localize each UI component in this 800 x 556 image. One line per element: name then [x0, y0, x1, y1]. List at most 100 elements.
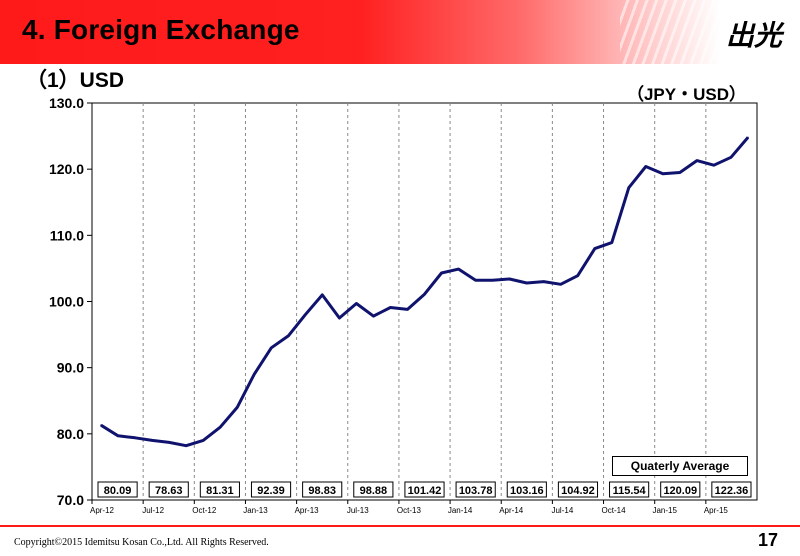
series-point	[151, 439, 153, 442]
series-point	[236, 406, 239, 409]
series-point	[491, 279, 494, 282]
series-point	[559, 283, 562, 286]
unit-label: （JPY・USD）	[626, 85, 746, 104]
quarterly-average-boxes: 80.09 78.63 81.31 92.39 98.83 98.88 101.42 103.…	[97, 481, 752, 498]
series-point	[304, 313, 307, 316]
x-tick-label: Jan-14	[448, 506, 473, 515]
page-title: 4. Foreign Exchange	[22, 14, 300, 45]
quarterly-average-box	[455, 481, 496, 498]
series-point	[134, 437, 136, 439]
series-point	[730, 156, 732, 159]
quarterly-average-value: 92.39	[257, 485, 285, 497]
y-tick-label: 70.0	[57, 492, 84, 508]
series-point	[542, 280, 545, 283]
series-point	[593, 247, 596, 250]
quarterly-average-value: 98.83	[308, 485, 336, 497]
quarterly-average-box	[353, 481, 394, 498]
series-point	[253, 373, 256, 376]
x-tick-label: Apr-14	[499, 506, 524, 515]
page-number: 17	[757, 530, 778, 550]
quarterly-average-box	[250, 481, 292, 498]
quarterly-average-value: 80.09	[104, 485, 132, 497]
x-tick-label: Jul-13	[347, 506, 369, 515]
y-axis: 70.0 80.0 90.0 100.0 110.0 120.0 130.0	[49, 95, 92, 508]
x-tick-label: Jul-12	[142, 506, 164, 515]
series-point	[100, 424, 102, 427]
series-point	[440, 272, 443, 274]
series-point	[355, 302, 358, 305]
x-tick-label: Oct-14	[602, 506, 627, 515]
quarterly-average-value: 103.16	[510, 485, 544, 497]
grid-lines	[142, 103, 707, 500]
quarterly-average-box	[660, 481, 701, 498]
series-point	[457, 268, 460, 270]
quarterly-average-box	[609, 481, 650, 498]
copyright-text: Copyright©2015 Idemitsu Kosan Co.,Ltd. A…	[14, 537, 269, 548]
quarterly-average-value: 122.36	[715, 485, 749, 497]
quarterly-average-box	[148, 481, 189, 498]
series-point	[645, 165, 647, 168]
quarterly-average-value: 78.63	[155, 485, 183, 497]
x-tick-label: Oct-13	[397, 506, 422, 515]
series-point	[389, 306, 392, 309]
series-point	[610, 241, 613, 244]
series-point	[372, 315, 375, 317]
quarterly-average-value: 81.31	[206, 485, 234, 497]
series-point	[576, 274, 579, 277]
quarterly-average-value: 98.88	[360, 485, 388, 497]
quarterly-average-value: 120.09	[663, 485, 697, 497]
quarterly-average-box	[506, 481, 547, 498]
series-line-group	[100, 136, 750, 448]
header-bar	[0, 0, 800, 64]
quarterly-average-value: 101.42	[408, 485, 442, 497]
x-tick-label: Jan-15	[652, 506, 677, 515]
x-tick-label: Jul-14	[551, 506, 573, 515]
series-point	[168, 441, 170, 444]
series-point	[321, 294, 324, 296]
series-point	[406, 308, 409, 311]
quarterly-average-box	[97, 481, 138, 498]
series-point	[185, 444, 187, 447]
chart-subtitle: （1）USD	[26, 69, 125, 92]
quarterly-average-value: 103.78	[459, 485, 493, 497]
quarterly-average-value: 104.92	[561, 485, 595, 497]
series-point	[525, 282, 528, 284]
y-tick-label: 100.0	[49, 294, 84, 310]
company-logo: 出光	[725, 19, 782, 52]
series-point	[270, 347, 273, 349]
x-tick-label: Apr-13	[295, 506, 320, 515]
y-tick-label: 130.0	[49, 95, 84, 111]
quarterly-average-box	[404, 481, 445, 498]
quarterly-average-box	[711, 481, 752, 498]
x-tick-label: Oct-12	[192, 506, 217, 515]
series-point	[474, 279, 477, 282]
x-tick-label: Apr-15	[704, 506, 729, 515]
x-axis: Apr-12 Jul-12 Oct-12 Jan-13 Apr-13 Jul-13 Oct-…	[90, 500, 728, 515]
series-point	[338, 317, 341, 319]
series-point	[713, 164, 715, 166]
y-tick-label: 120.0	[49, 161, 84, 177]
x-tick-label: Apr-12	[90, 506, 115, 515]
series-point	[696, 159, 698, 162]
quarterly-average-box	[199, 481, 240, 498]
quarterly-average-box	[557, 481, 599, 498]
y-tick-label: 80.0	[57, 426, 84, 442]
series-point	[508, 278, 511, 280]
series-point	[202, 439, 204, 442]
series-point	[662, 172, 664, 175]
quarterly-average-legend: Quaterly Average	[612, 456, 748, 476]
series-point	[423, 293, 426, 296]
footer-bar	[0, 525, 800, 556]
series-point	[628, 186, 630, 189]
x-tick-label: Jan-13	[243, 506, 268, 515]
quarterly-average-value: 115.54	[613, 485, 647, 497]
y-tick-label: 90.0	[57, 360, 84, 376]
quarterly-average-box	[302, 481, 343, 498]
series-point	[679, 171, 681, 174]
plot-area	[91, 102, 758, 501]
y-tick-label: 110.0	[50, 227, 84, 243]
series-point	[219, 426, 221, 429]
series-point	[117, 435, 119, 437]
series-point	[747, 136, 749, 139]
